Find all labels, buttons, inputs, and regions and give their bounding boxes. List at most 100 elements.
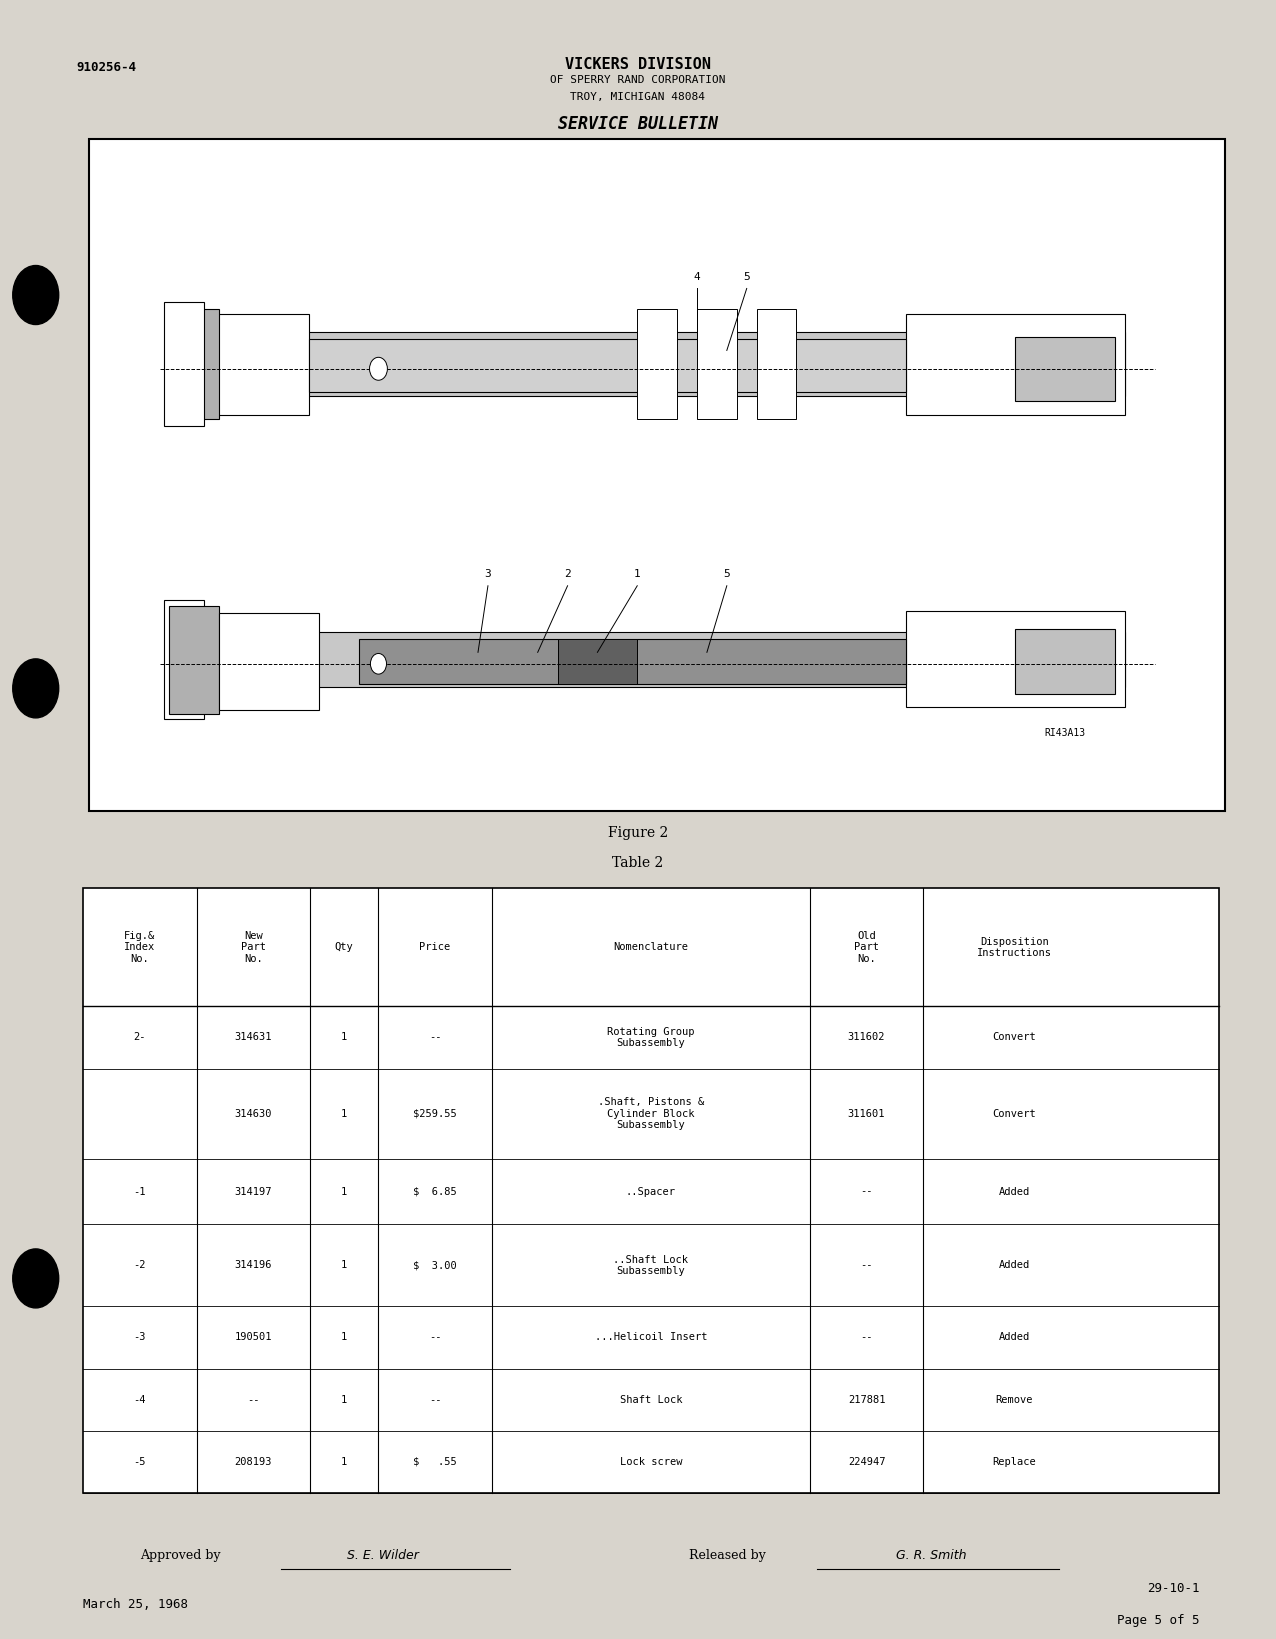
Text: March 25, 1968: March 25, 1968 <box>83 1598 188 1611</box>
Text: Convert: Convert <box>993 1108 1036 1119</box>
Text: 217881: 217881 <box>847 1395 886 1405</box>
Text: 314631: 314631 <box>235 1033 272 1042</box>
Text: S. E. Wilder: S. E. Wilder <box>347 1549 419 1562</box>
Bar <box>359 639 906 685</box>
Text: 208193: 208193 <box>235 1457 272 1467</box>
Circle shape <box>13 1249 59 1308</box>
Text: -5: -5 <box>134 1457 145 1467</box>
Text: 224947: 224947 <box>847 1457 886 1467</box>
Bar <box>189 631 1125 687</box>
Bar <box>170 310 219 420</box>
Text: ..Shaft Lock
Subassembly: ..Shaft Lock Subassembly <box>614 1254 688 1277</box>
Text: Remove: Remove <box>995 1395 1032 1405</box>
Text: $259.55: $259.55 <box>413 1108 457 1119</box>
Text: --: -- <box>429 1333 441 1342</box>
Text: -2: -2 <box>134 1260 145 1270</box>
Text: 2: 2 <box>564 569 570 579</box>
Text: New
Part
No.: New Part No. <box>241 931 265 964</box>
Text: --: -- <box>248 1395 259 1405</box>
Text: 2-: 2- <box>134 1033 145 1042</box>
Text: 314196: 314196 <box>235 1260 272 1270</box>
Text: VICKERS DIVISION: VICKERS DIVISION <box>565 57 711 72</box>
Text: $   .55: $ .55 <box>413 1457 457 1467</box>
Text: G. R. Smith: G. R. Smith <box>896 1549 967 1562</box>
Text: OF SPERRY RAND CORPORATION: OF SPERRY RAND CORPORATION <box>550 75 726 85</box>
Text: Nomenclature: Nomenclature <box>614 942 688 952</box>
Bar <box>309 339 906 392</box>
Bar <box>165 302 204 426</box>
Text: Table 2: Table 2 <box>612 856 664 870</box>
Text: Shaft Lock: Shaft Lock <box>620 1395 681 1405</box>
Text: Qty: Qty <box>334 942 353 952</box>
Bar <box>1016 336 1115 402</box>
Text: Approved by: Approved by <box>140 1549 221 1562</box>
Bar <box>1016 629 1115 693</box>
Text: 1: 1 <box>341 1187 347 1196</box>
Text: --: -- <box>860 1187 873 1196</box>
Circle shape <box>370 357 388 380</box>
Bar <box>558 639 637 685</box>
Text: Rotating Group
Subassembly: Rotating Group Subassembly <box>607 1026 694 1049</box>
Text: Page 5 of 5: Page 5 of 5 <box>1116 1614 1199 1628</box>
Bar <box>83 888 1219 1493</box>
Bar <box>637 310 678 420</box>
Text: Price: Price <box>420 942 450 952</box>
Text: Released by: Released by <box>689 1549 766 1562</box>
Bar <box>757 310 796 420</box>
Text: $  3.00: $ 3.00 <box>413 1260 457 1270</box>
Text: 1: 1 <box>341 1333 347 1342</box>
Text: Lock screw: Lock screw <box>620 1457 681 1467</box>
Text: 314197: 314197 <box>235 1187 272 1196</box>
Text: 29-10-1: 29-10-1 <box>1147 1582 1199 1595</box>
Text: Added: Added <box>999 1260 1030 1270</box>
Text: 1: 1 <box>341 1457 347 1467</box>
Text: 5: 5 <box>723 569 730 579</box>
Text: 1: 1 <box>341 1033 347 1042</box>
Text: 1: 1 <box>634 569 641 579</box>
Text: Convert: Convert <box>993 1033 1036 1042</box>
Text: --: -- <box>429 1395 441 1405</box>
Bar <box>906 313 1125 415</box>
Text: 3: 3 <box>485 569 491 579</box>
Circle shape <box>13 266 59 325</box>
Bar <box>697 310 736 420</box>
Text: 910256-4: 910256-4 <box>77 61 137 74</box>
Bar <box>89 139 1225 811</box>
Bar <box>189 333 1125 397</box>
Bar <box>219 613 319 710</box>
Text: --: -- <box>860 1333 873 1342</box>
Text: 311602: 311602 <box>847 1033 886 1042</box>
Text: .Shaft, Pistons &
Cylinder Block
Subassembly: .Shaft, Pistons & Cylinder Block Subasse… <box>597 1096 704 1131</box>
Text: ...Helicoil Insert: ...Helicoil Insert <box>595 1333 707 1342</box>
Bar <box>165 600 204 720</box>
Text: --: -- <box>860 1260 873 1270</box>
Text: 311601: 311601 <box>847 1108 886 1119</box>
Text: Disposition
Instructions: Disposition Instructions <box>976 936 1051 959</box>
Text: -4: -4 <box>134 1395 145 1405</box>
Text: RI43A13: RI43A13 <box>1044 728 1085 738</box>
Text: 1: 1 <box>341 1108 347 1119</box>
Text: 190501: 190501 <box>235 1333 272 1342</box>
Text: Old
Part
No.: Old Part No. <box>854 931 879 964</box>
Text: -1: -1 <box>134 1187 145 1196</box>
Text: $  6.85: $ 6.85 <box>413 1187 457 1196</box>
Bar <box>170 606 219 715</box>
Text: 1: 1 <box>341 1260 347 1270</box>
Text: -3: -3 <box>134 1333 145 1342</box>
Text: 4: 4 <box>694 272 701 282</box>
Bar <box>906 611 1125 708</box>
Text: Added: Added <box>999 1187 1030 1196</box>
Text: 5: 5 <box>744 272 750 282</box>
Text: Added: Added <box>999 1333 1030 1342</box>
Text: Fig.&
Index
No.: Fig.& Index No. <box>124 931 156 964</box>
Text: SERVICE BULLETIN: SERVICE BULLETIN <box>558 115 718 133</box>
Circle shape <box>370 654 387 674</box>
FancyBboxPatch shape <box>189 313 309 415</box>
Text: 314630: 314630 <box>235 1108 272 1119</box>
Text: Figure 2: Figure 2 <box>607 826 669 841</box>
Text: TROY, MICHIGAN 48084: TROY, MICHIGAN 48084 <box>570 92 706 102</box>
Circle shape <box>13 659 59 718</box>
Text: ..Spacer: ..Spacer <box>625 1187 676 1196</box>
Text: 1: 1 <box>341 1395 347 1405</box>
Text: Replace: Replace <box>993 1457 1036 1467</box>
